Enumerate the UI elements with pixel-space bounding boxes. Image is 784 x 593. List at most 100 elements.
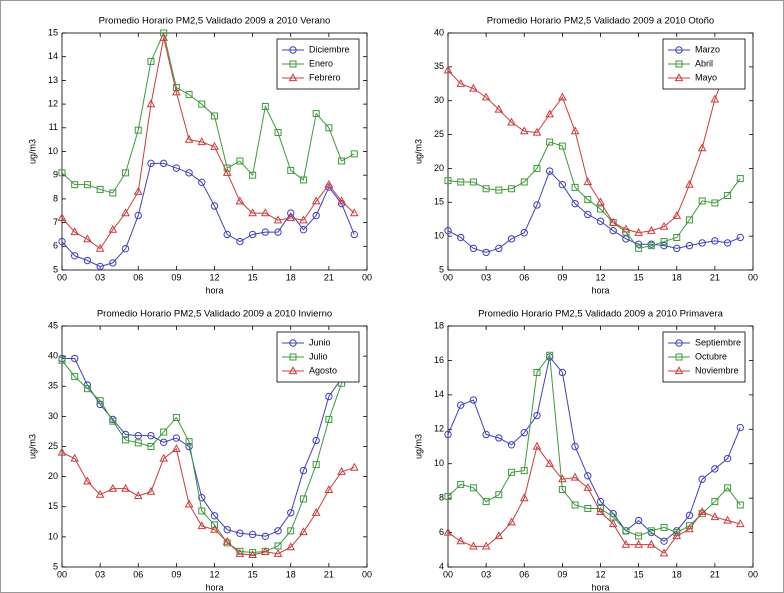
marker [146, 486, 156, 495]
marker [159, 438, 168, 446]
marker [109, 189, 117, 197]
marker [621, 224, 631, 233]
marker [495, 491, 503, 499]
marker [659, 221, 669, 230]
marker [83, 256, 92, 265]
marker [736, 423, 744, 432]
marker [197, 137, 207, 146]
x-tick-label: 12 [209, 272, 219, 282]
marker [532, 441, 542, 450]
marker [647, 527, 655, 535]
marker [121, 483, 130, 492]
marker [673, 244, 681, 253]
marker [134, 431, 142, 440]
marker [685, 241, 694, 250]
marker [520, 229, 528, 237]
y-tick-label: 11 [49, 122, 58, 132]
marker [724, 484, 732, 492]
marker [235, 548, 245, 557]
y-tick-label: 30 [434, 95, 444, 105]
marker [312, 211, 320, 220]
marker [160, 428, 168, 436]
marker [519, 126, 529, 135]
y-tick-label: 18 [434, 320, 444, 330]
marker [274, 527, 282, 535]
marker [350, 230, 358, 239]
marker [545, 458, 555, 467]
x-tick-label: 00 [443, 272, 453, 282]
marker [210, 141, 219, 150]
marker [325, 415, 333, 423]
chart-title: Promedio Horario PM2,5 Validado 2009 a 2… [478, 309, 724, 320]
marker [558, 92, 567, 101]
marker [325, 392, 333, 401]
marker [287, 509, 295, 517]
marker [494, 104, 504, 113]
y-tick-label: 45 [48, 320, 58, 330]
legend-marker [288, 366, 298, 375]
y-tick-label: 15 [48, 27, 58, 37]
marker [273, 215, 283, 224]
legend-marker [674, 366, 684, 375]
y-axis-label: ug/m3 [27, 139, 37, 164]
marker [723, 239, 732, 247]
legend-label: Mayo [695, 72, 717, 82]
marker [634, 227, 643, 236]
marker [71, 354, 79, 363]
marker [134, 126, 142, 134]
marker [312, 461, 320, 469]
marker [350, 150, 358, 158]
series-line [447, 55, 741, 234]
x-axis-label: hora [591, 582, 609, 592]
marker [147, 57, 155, 65]
marker [507, 441, 516, 449]
marker [571, 442, 579, 451]
marker [596, 217, 605, 225]
marker [172, 414, 180, 422]
marker [622, 527, 630, 535]
marker [533, 164, 541, 172]
marker [672, 210, 682, 219]
x-tick-label: 06 [519, 272, 529, 282]
y-tick-label: 5 [439, 264, 444, 274]
marker [287, 166, 295, 174]
marker [299, 226, 308, 234]
marker [570, 126, 580, 135]
marker [457, 233, 465, 242]
marker [457, 480, 465, 488]
y-tick-label: 25 [434, 129, 444, 139]
marker [533, 368, 541, 376]
marker [444, 430, 452, 439]
series-line [61, 31, 355, 194]
marker [172, 434, 181, 442]
legend-label: Diciembre [309, 44, 350, 54]
marker [508, 185, 516, 193]
marker [274, 228, 282, 236]
marker [159, 159, 168, 168]
marker [57, 447, 67, 456]
y-axis-label: ug/m3 [413, 434, 423, 459]
marker [571, 199, 579, 208]
marker [698, 475, 706, 483]
marker [185, 91, 193, 99]
marker [198, 494, 206, 502]
marker [660, 523, 668, 531]
marker [235, 196, 245, 205]
legend-marker [675, 60, 683, 68]
marker [609, 227, 617, 235]
marker [570, 472, 580, 481]
marker [495, 434, 503, 442]
y-tick-label: 15 [434, 197, 444, 207]
y-tick-label: 10 [48, 146, 58, 156]
x-tick-label: 00 [362, 569, 372, 579]
y-tick-label: 13 [48, 75, 58, 85]
marker [584, 504, 592, 512]
marker [635, 244, 643, 252]
marker [134, 439, 142, 447]
x-axis-label: hora [205, 285, 223, 295]
marker [133, 491, 143, 500]
legend-marker [674, 73, 684, 82]
y-axis-label: ug/m3 [413, 139, 423, 164]
marker [299, 527, 308, 536]
y-tick-label: 6 [439, 527, 444, 537]
